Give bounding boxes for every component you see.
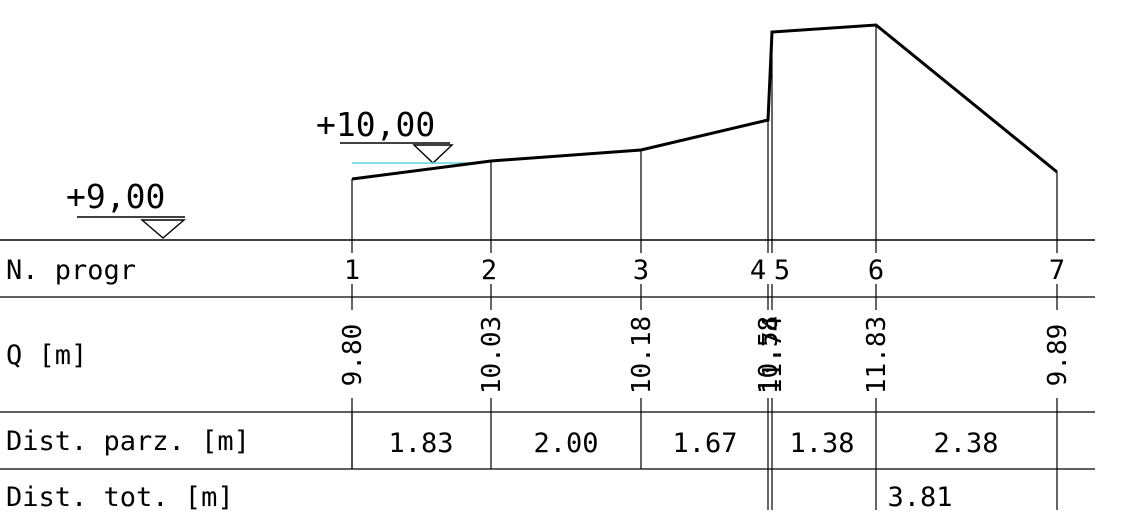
section-number-1: 1 <box>344 255 360 286</box>
partial-distance-1: 1.83 <box>388 428 453 459</box>
q-value-4: 10.58 <box>754 316 784 394</box>
q-value-5: 11.74 <box>758 316 788 394</box>
q-value-1: 9.80 <box>338 324 368 387</box>
section-number-2: 2 <box>481 255 497 286</box>
partial-distance-3: 1.67 <box>672 428 737 459</box>
section-number-7: 7 <box>1049 255 1065 286</box>
total-distance-1: 3.81 <box>887 482 952 510</box>
ground-level-triangle <box>140 219 186 239</box>
partial-distance-5: 2.38 <box>933 428 998 459</box>
q-value-7: 9.89 <box>1043 324 1073 387</box>
row-label-dist-tot: Dist. tot. [m] <box>6 482 234 510</box>
row-label-q: Q [m] <box>6 340 87 371</box>
water-level-label: +10,00 <box>316 105 435 144</box>
section-number-6: 6 <box>868 255 884 286</box>
partial-distance-2: 2.00 <box>533 428 598 459</box>
q-value-3: 10.18 <box>627 316 657 394</box>
section-number-4: 4 <box>750 255 766 286</box>
ground-level-label: +9,00 <box>66 177 165 216</box>
section-verticals <box>351 25 1058 510</box>
total-distances: 3.81 <box>887 482 952 513</box>
water-level-triangle <box>412 144 454 164</box>
terrain-profile-line <box>351 23 1058 181</box>
section-number-5: 5 <box>774 255 790 286</box>
row-label-dist-parz: Dist. parz. [m] <box>6 426 250 457</box>
ground-level-marker: +9,00 <box>66 177 186 239</box>
partial-distances: 1.83 2.00 1.67 1.38 2.38 <box>388 428 998 459</box>
section-number-3: 3 <box>633 255 649 286</box>
row-label-n-progr: N. progr <box>6 255 136 286</box>
q-value-2: 10.03 <box>477 316 507 394</box>
q-value-6: 11.83 <box>862 316 892 394</box>
water-level-marker: +10,00 <box>316 105 473 164</box>
partial-distance-4: 1.38 <box>789 428 854 459</box>
